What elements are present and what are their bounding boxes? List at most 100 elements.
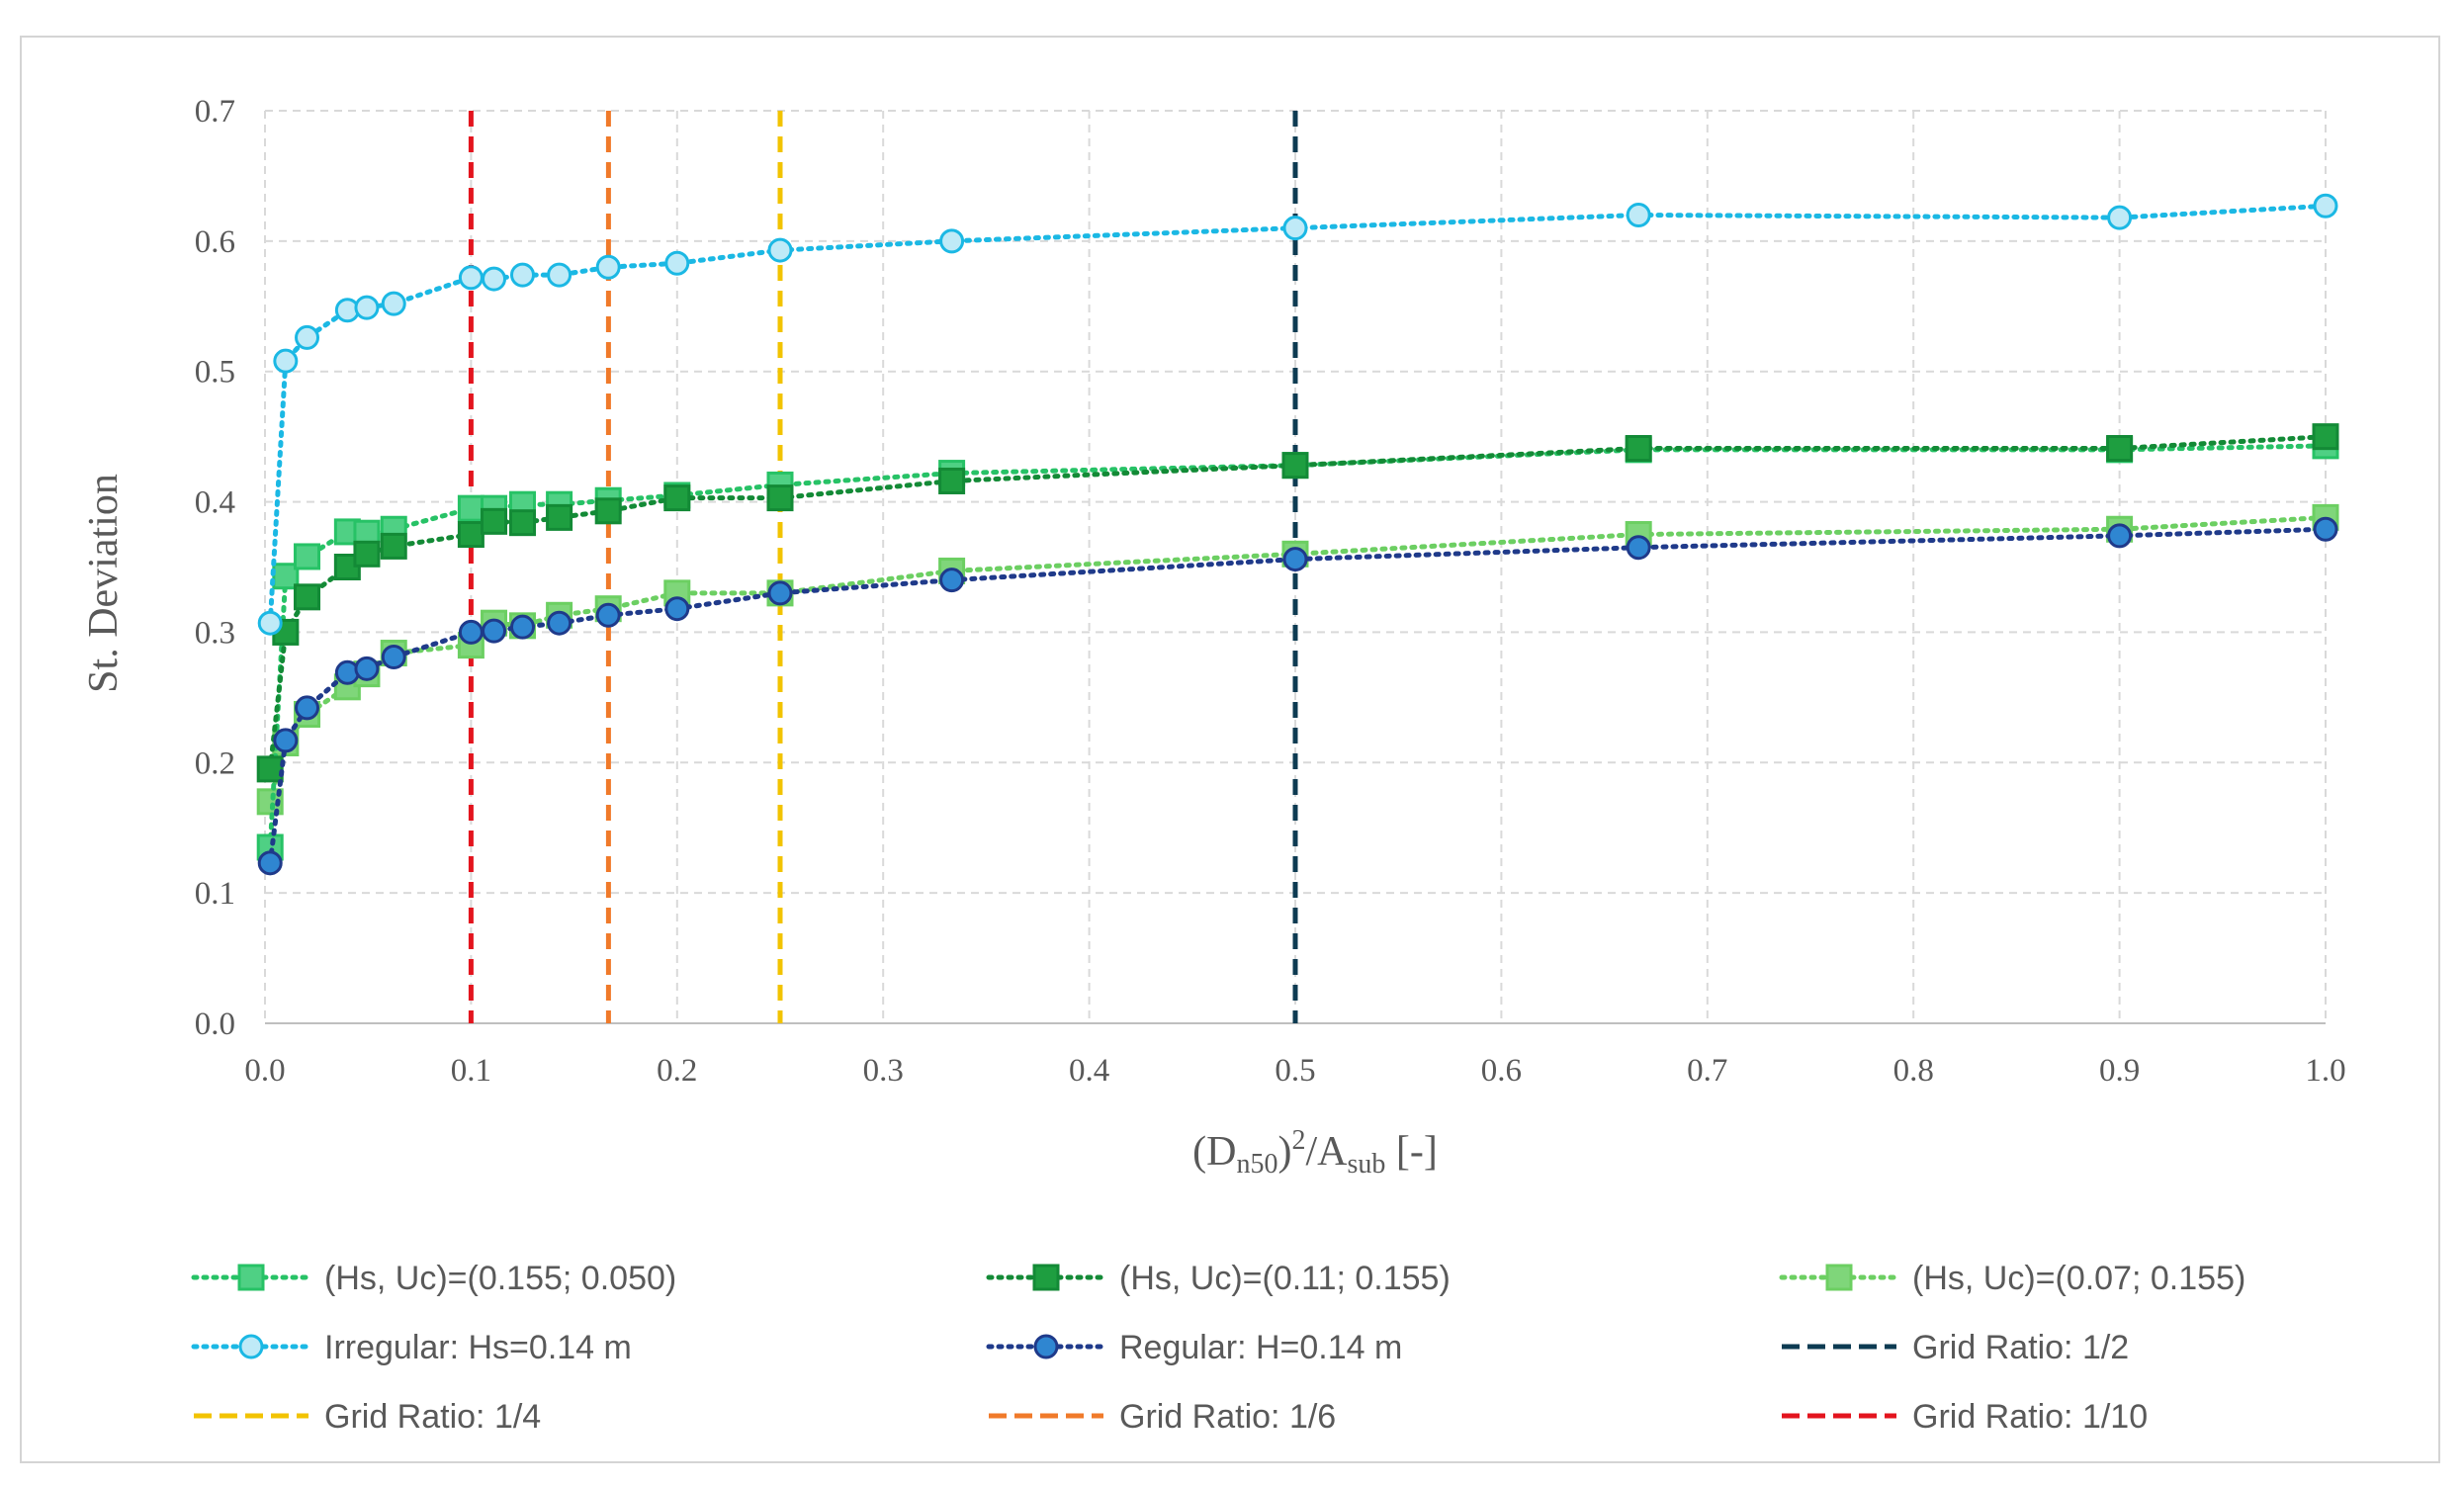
series-group bbox=[256, 193, 2339, 876]
data-point bbox=[2107, 523, 2133, 549]
y-axis-label: St. Deviation bbox=[81, 474, 127, 693]
data-point bbox=[1282, 547, 1308, 572]
x-tick-label: 1.0 bbox=[2305, 1053, 2345, 1089]
legend-label: (Hs, Uc)=(0.07; 0.155) bbox=[1912, 1260, 2245, 1297]
data-point bbox=[295, 324, 320, 350]
x-tick-labels: 0.0 0.1 0.2 0.3 0.4 0.5 0.6 0.7 0.8 0.9 1.0 bbox=[244, 1053, 2345, 1089]
data-point bbox=[510, 262, 535, 288]
data-point bbox=[664, 596, 690, 622]
x-label-sub1: n50 bbox=[1236, 1149, 1277, 1180]
x-label-sup: 2 bbox=[1291, 1125, 1305, 1156]
legend-marker bbox=[238, 1334, 264, 1359]
legend-label: Grid Ratio: 1/6 bbox=[1119, 1398, 1336, 1436]
legend-item: Grid Ratio: 1/2 bbox=[1782, 1329, 2129, 1366]
y-tick-label: 0.7 bbox=[195, 94, 235, 130]
x-tick-label: 0.6 bbox=[1481, 1053, 1522, 1089]
legend-item: Irregular: Hs=0.14 m bbox=[191, 1329, 632, 1366]
data-point bbox=[1625, 435, 1652, 463]
legend-label: (Hs, Uc)=(0.11; 0.155) bbox=[1119, 1260, 1451, 1297]
y-tick-label: 0.2 bbox=[195, 745, 235, 781]
y-tick-labels: 0.0 0.1 0.2 0.3 0.4 0.5 0.6 0.7 bbox=[195, 94, 235, 1042]
x-tick-label: 0.0 bbox=[244, 1053, 285, 1089]
data-point bbox=[1282, 216, 1308, 241]
data-point bbox=[509, 509, 536, 537]
data-point bbox=[294, 583, 321, 611]
legend-item: Regular: H=0.14 m bbox=[986, 1329, 1402, 1366]
x-label-mid: ) bbox=[1277, 1129, 1291, 1175]
series-line bbox=[267, 434, 2329, 772]
x-tick-label: 0.4 bbox=[1069, 1053, 1109, 1089]
x-tick-label: 0.7 bbox=[1687, 1053, 1727, 1089]
series-line bbox=[267, 443, 2329, 850]
series bbox=[256, 432, 2339, 861]
legend-marker bbox=[1033, 1334, 1059, 1359]
x-tick-label: 0.2 bbox=[657, 1053, 697, 1089]
y-tick-label: 0.5 bbox=[195, 355, 235, 391]
data-point bbox=[457, 521, 484, 549]
data-point bbox=[595, 602, 621, 628]
data-point bbox=[273, 348, 299, 374]
x-label-sub2: sub bbox=[1347, 1149, 1385, 1180]
legend-marker bbox=[1032, 1264, 1060, 1291]
data-point bbox=[766, 484, 794, 512]
legend-label: Grid Ratio: 1/4 bbox=[324, 1398, 541, 1436]
x-tick-label: 0.3 bbox=[863, 1053, 904, 1089]
x-tick-label: 0.9 bbox=[2099, 1053, 2140, 1089]
data-point bbox=[1626, 535, 1651, 561]
data-point bbox=[257, 610, 283, 636]
data-point bbox=[594, 497, 622, 525]
chart-frame bbox=[20, 36, 2440, 1463]
data-point bbox=[294, 543, 321, 570]
data-point bbox=[2312, 423, 2339, 451]
legend-item: (Hs, Uc)=(0.11; 0.155) bbox=[986, 1260, 1451, 1297]
data-point bbox=[272, 563, 300, 590]
legend-item: Grid Ratio: 1/4 bbox=[194, 1398, 541, 1436]
x-label-open: (D bbox=[1192, 1129, 1236, 1175]
y-tick-label: 0.3 bbox=[195, 615, 235, 651]
x-label-slash: /A bbox=[1305, 1129, 1348, 1175]
x-label-end: [-] bbox=[1385, 1129, 1437, 1175]
series-line bbox=[267, 526, 2329, 866]
series bbox=[257, 193, 2338, 636]
data-point bbox=[381, 291, 406, 316]
legend-label: Grid Ratio: 1/2 bbox=[1912, 1329, 2129, 1366]
y-tick-label: 0.4 bbox=[195, 485, 235, 521]
series bbox=[256, 423, 2339, 783]
legend-item: Grid Ratio: 1/10 bbox=[1782, 1398, 2148, 1436]
data-point bbox=[354, 656, 380, 681]
legend-item: (Hs, Uc)=(0.155; 0.050) bbox=[191, 1260, 676, 1297]
data-point bbox=[546, 503, 573, 531]
data-point bbox=[2313, 516, 2338, 542]
data-point bbox=[353, 540, 381, 568]
legend-marker bbox=[1825, 1264, 1853, 1291]
data-point bbox=[354, 295, 380, 320]
data-point bbox=[482, 618, 507, 644]
legend-label: Grid Ratio: 1/10 bbox=[1912, 1398, 2148, 1436]
legend: (Hs, Uc)=(0.155; 0.050) (Hs, Uc)=(0.11; 0… bbox=[191, 1260, 2245, 1436]
x-tick-label: 0.5 bbox=[1275, 1053, 1315, 1089]
data-point bbox=[2106, 435, 2134, 463]
x-tick-label: 0.1 bbox=[451, 1053, 491, 1089]
legend-item: (Hs, Uc)=(0.07; 0.155) bbox=[1779, 1260, 2245, 1297]
legend-label: (Hs, Uc)=(0.155; 0.050) bbox=[324, 1260, 676, 1297]
data-point bbox=[547, 610, 572, 636]
y-tick-label: 0.6 bbox=[195, 224, 235, 260]
data-point bbox=[2107, 205, 2133, 230]
x-tick-label: 0.8 bbox=[1893, 1053, 1934, 1089]
data-point bbox=[767, 237, 793, 263]
data-point bbox=[595, 254, 621, 280]
legend-marker bbox=[237, 1264, 265, 1291]
y-tick-label: 0.0 bbox=[195, 1007, 235, 1042]
series bbox=[257, 516, 2338, 876]
data-point bbox=[273, 728, 299, 753]
data-point bbox=[2313, 193, 2338, 219]
data-point bbox=[510, 614, 535, 640]
data-point bbox=[457, 494, 484, 522]
data-point bbox=[458, 265, 484, 291]
data-point bbox=[547, 262, 572, 288]
data-point bbox=[663, 484, 691, 512]
data-point bbox=[257, 850, 283, 876]
data-point bbox=[481, 507, 508, 535]
data-point bbox=[1626, 202, 1651, 227]
